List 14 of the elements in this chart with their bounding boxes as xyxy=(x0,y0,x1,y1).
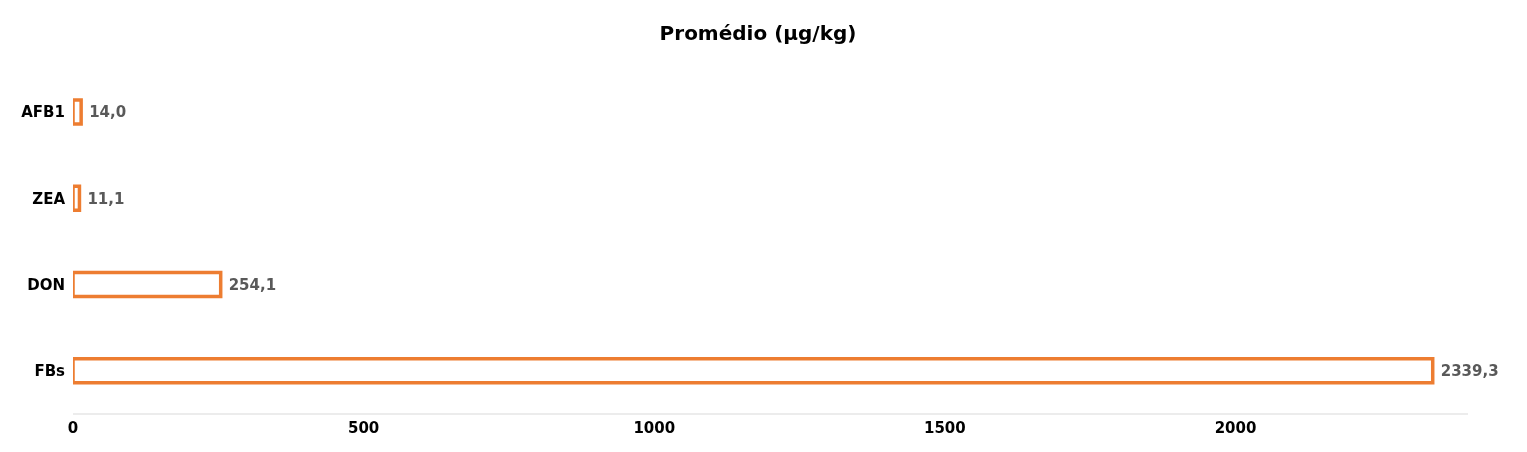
y-tick-label: DON xyxy=(27,275,65,294)
data-label: 2339,3 xyxy=(1440,362,1499,381)
chart-title: Promédio (µg/kg) xyxy=(658,20,858,47)
x-tick-label: 1500 xyxy=(924,418,966,437)
y-tick-label: AFB1 xyxy=(21,103,65,122)
y-tick-label: ZEA xyxy=(32,189,66,208)
data-label: 11,1 xyxy=(87,189,125,208)
data-label: 254,1 xyxy=(228,275,277,294)
x-tick-label: 500 xyxy=(347,418,380,437)
y-tick-label: FBs xyxy=(34,362,66,381)
x-tick-label: 2000 xyxy=(1214,418,1257,437)
x-tick-label: 1000 xyxy=(633,418,676,437)
x-tick-label: 0 xyxy=(67,418,79,437)
data-label: 14,0 xyxy=(89,103,127,122)
